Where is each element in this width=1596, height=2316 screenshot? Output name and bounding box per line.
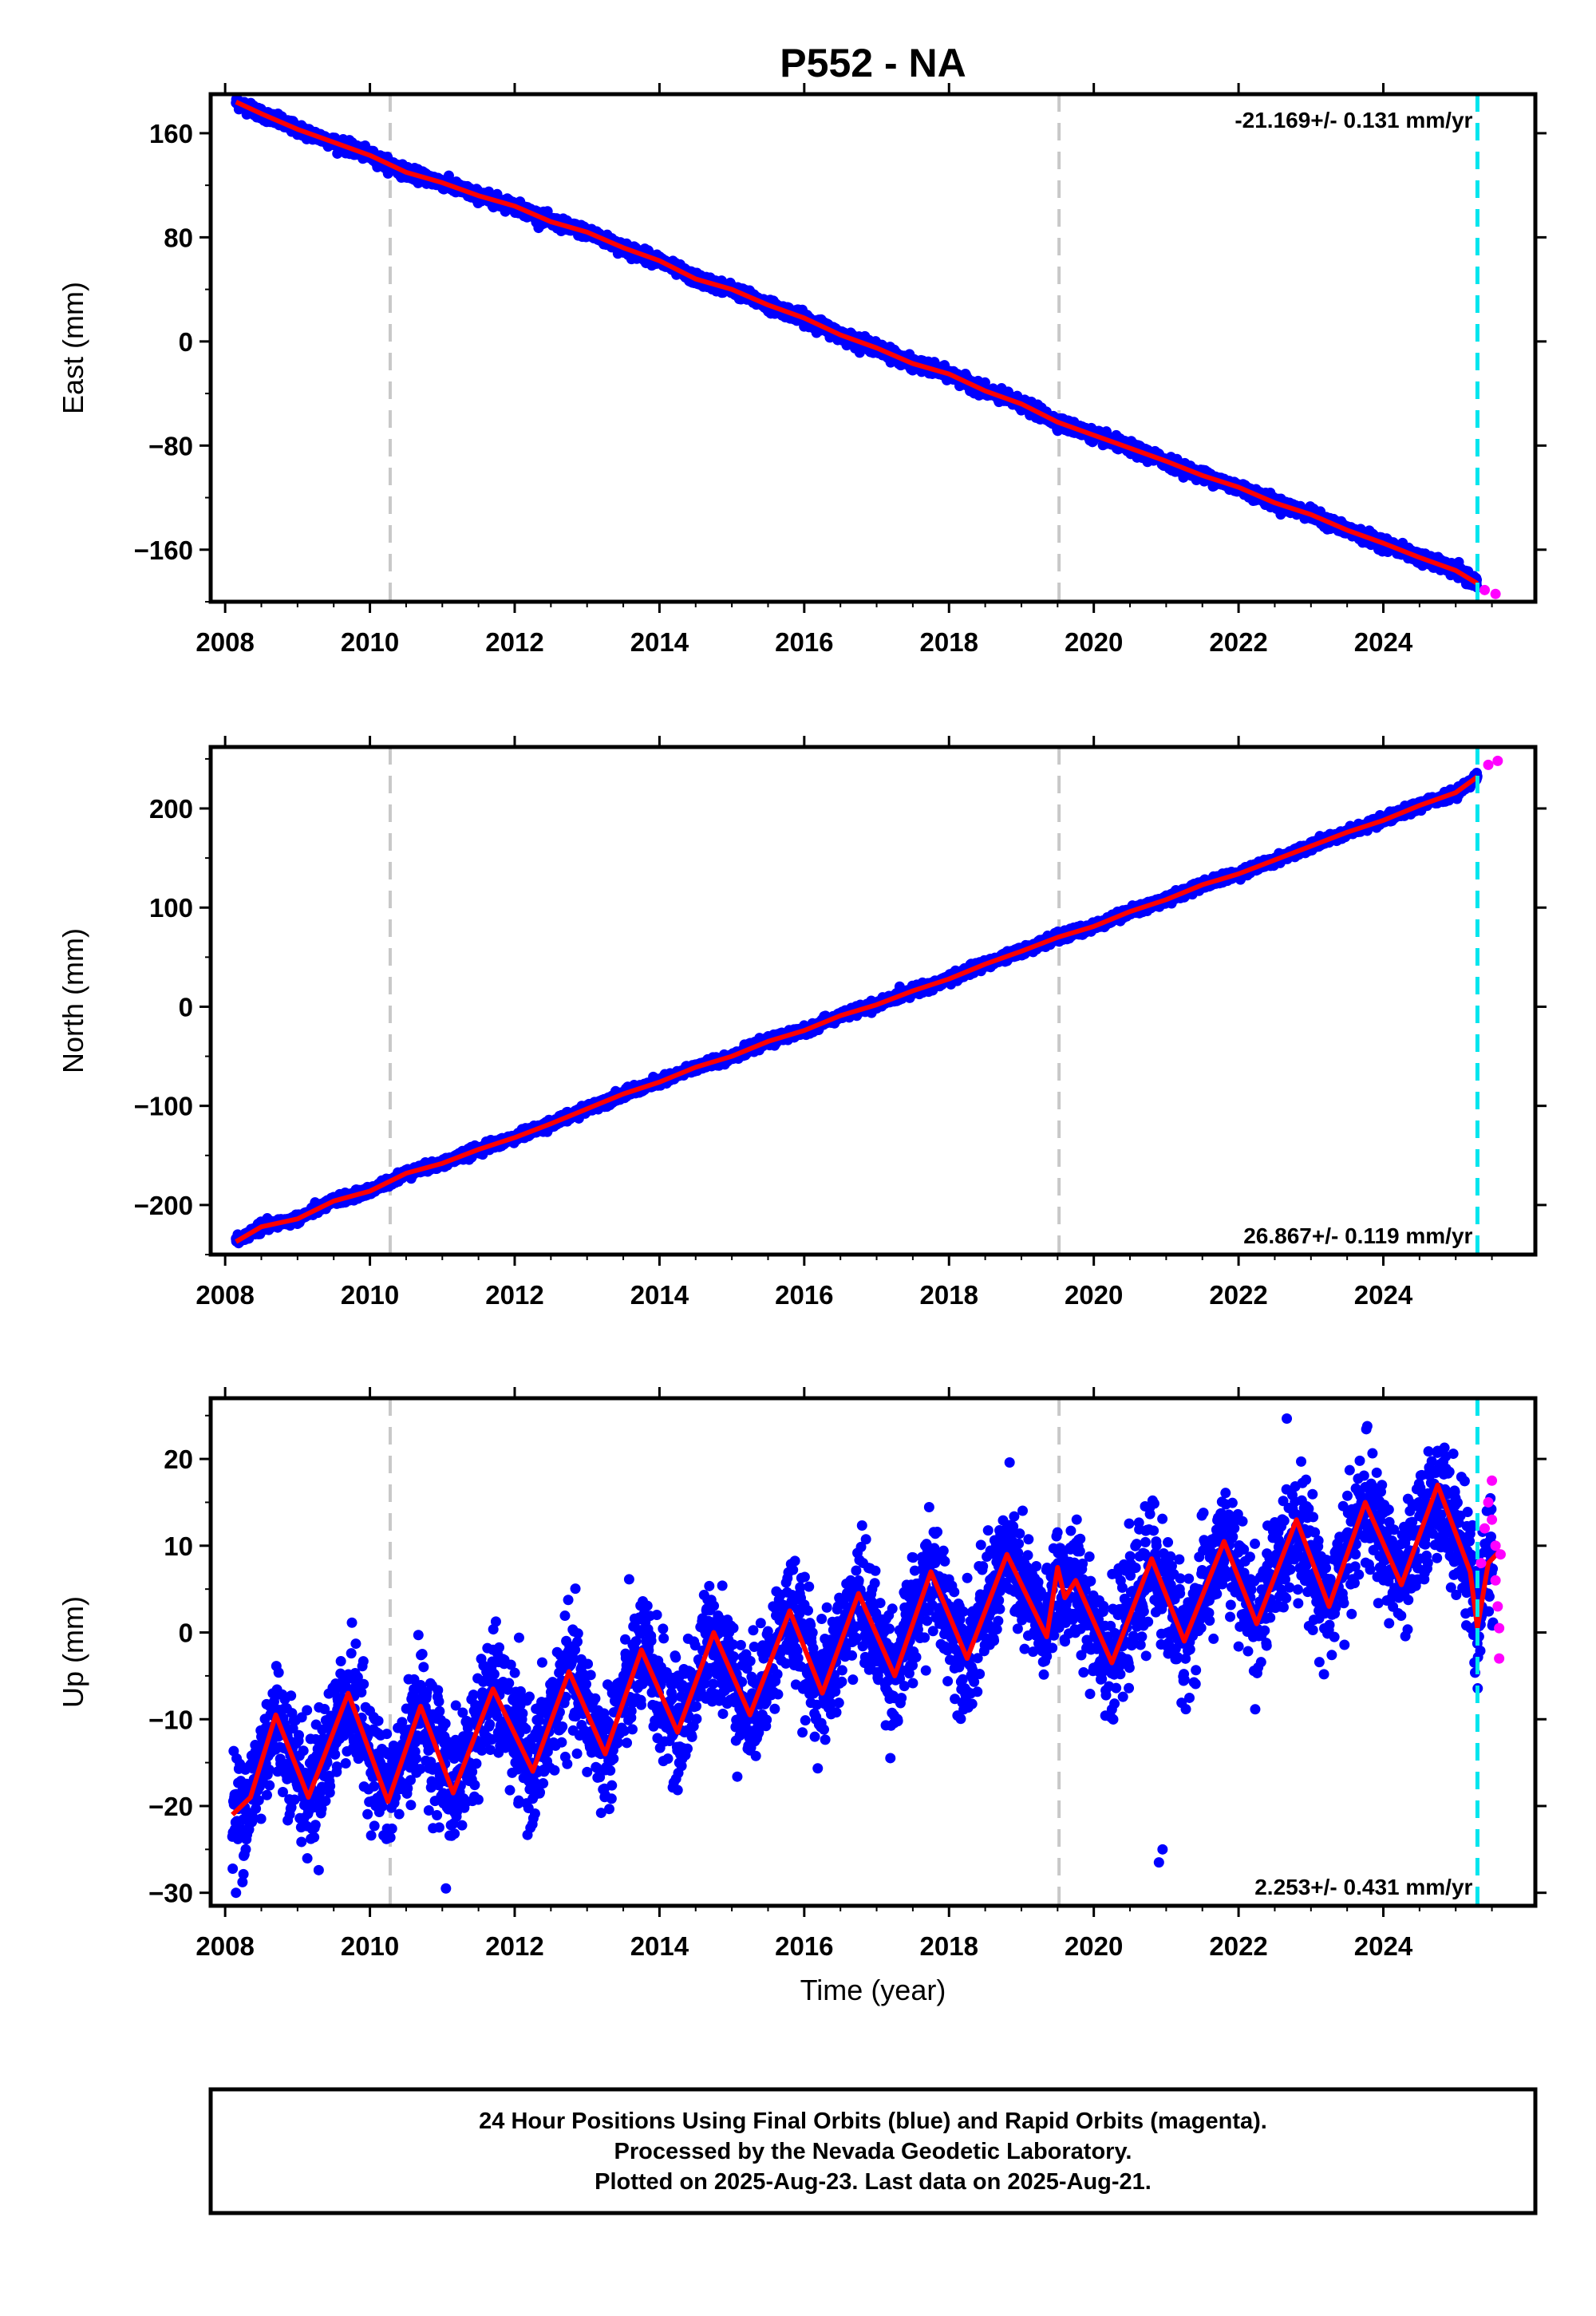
- rapid-point: [1490, 588, 1501, 599]
- x-tick-label: 2018: [920, 627, 978, 657]
- x-tick-label: 2010: [341, 627, 399, 657]
- x-tick-label: 2016: [775, 627, 833, 657]
- y-tick-label: 80: [164, 223, 193, 252]
- rapid-orbit-points-east: [1479, 584, 1501, 599]
- plot-area-east: [231, 94, 1501, 602]
- y-tick-label: 0: [179, 327, 193, 357]
- panel-east: −160 −80 0 80 160 2008 2010 2012 2014 2016 2018 202…: [57, 83, 1547, 657]
- panels: −160 −80 0 80 160 2008 2010 2012 2014 2016 2018 202…: [57, 83, 1547, 2006]
- x-tick-label: 2024: [1354, 627, 1413, 657]
- y-tick-label: 160: [149, 119, 193, 148]
- rate-label-east: -21.169+/- 0.131 mm/yr: [1235, 108, 1472, 132]
- x-tick-label: 2014: [630, 627, 689, 657]
- x-tick-label: 2008: [196, 627, 254, 657]
- rapid-point: [1479, 584, 1491, 595]
- model-line-east: [235, 100, 1479, 586]
- panel-frame-east: [208, 92, 1538, 604]
- x-tick-label: 2012: [485, 627, 543, 657]
- x-tick-label: 2022: [1209, 627, 1267, 657]
- plot-area-north: [231, 747, 1503, 1255]
- x-tick-label: 2020: [1065, 627, 1123, 657]
- y-tick-label: −160: [134, 536, 193, 565]
- chart-title: P552 - NA: [780, 41, 966, 85]
- y-tick-label: −80: [148, 431, 193, 460]
- y-axis-label-east: East (mm): [57, 282, 89, 414]
- final-orbit-points-north: [231, 768, 1483, 1249]
